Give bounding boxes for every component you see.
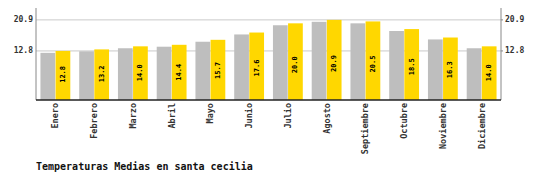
data-label: 16.3 bbox=[446, 61, 454, 78]
bar bbox=[428, 39, 443, 100]
bar bbox=[443, 38, 458, 100]
data-label: 14.0 bbox=[485, 64, 493, 81]
bar bbox=[234, 34, 249, 100]
y2-tick bbox=[501, 50, 503, 51]
x-tick-label: Diciembre bbox=[477, 103, 487, 149]
baseline bbox=[36, 99, 501, 101]
y-tick-label: 12.8 bbox=[14, 46, 33, 55]
title: Temperaturas Medias en santa cecilia bbox=[36, 161, 253, 172]
y2-tick-label: 12.8 bbox=[505, 46, 524, 55]
bar bbox=[404, 29, 419, 100]
x-tick-label: Noviembre bbox=[438, 103, 448, 149]
bar bbox=[157, 47, 172, 100]
data-label: 20.9 bbox=[330, 55, 338, 72]
data-label: 15.7 bbox=[214, 62, 222, 79]
x-tick-label: Septiembre bbox=[360, 103, 370, 154]
bar bbox=[312, 22, 327, 100]
x-tick-label: Abril bbox=[167, 103, 177, 129]
x-tick-label: Enero bbox=[50, 103, 60, 129]
y2-tick-label: 20.9 bbox=[505, 15, 524, 24]
bars bbox=[40, 20, 496, 100]
y2-axis-line bbox=[501, 8, 502, 100]
y-tick-label: 20.9 bbox=[14, 15, 33, 24]
x-tick-label: Mayo bbox=[205, 103, 215, 123]
x-tick-label: Marzo bbox=[128, 103, 138, 129]
bar bbox=[389, 31, 404, 100]
bar bbox=[94, 49, 109, 100]
data-label: 18.5 bbox=[408, 58, 416, 75]
y2-tick bbox=[501, 19, 503, 20]
bar bbox=[172, 45, 187, 100]
bar bbox=[249, 33, 264, 100]
bar bbox=[133, 46, 148, 100]
bar bbox=[350, 23, 365, 100]
bar bbox=[288, 23, 303, 100]
data-label: 17.6 bbox=[253, 60, 261, 77]
bar bbox=[195, 42, 210, 100]
x-tick-label: Octubre bbox=[399, 103, 409, 139]
x-tick-label: Febrero bbox=[89, 103, 99, 139]
bar bbox=[211, 40, 226, 100]
data-label: 20.0 bbox=[291, 56, 299, 73]
data-label: 13.2 bbox=[98, 65, 106, 82]
bar bbox=[327, 20, 342, 100]
bar bbox=[482, 46, 497, 100]
bar bbox=[40, 53, 55, 100]
y-axis-line bbox=[36, 8, 37, 100]
x-tick-label: Junio bbox=[244, 103, 254, 129]
bar bbox=[366, 21, 381, 100]
data-label: 12.8 bbox=[59, 66, 67, 83]
grid-line bbox=[36, 19, 501, 20]
chart: 12.8 13.2 14.0 14.4 15.7 17.6 20.0 20.9 20.5 18.5… bbox=[0, 0, 537, 174]
data-label: 14.4 bbox=[175, 64, 183, 81]
x-tick-label: Agosto bbox=[322, 103, 332, 134]
bar bbox=[56, 51, 71, 100]
bar bbox=[467, 48, 482, 100]
bar bbox=[79, 51, 94, 100]
data-label: 20.5 bbox=[369, 56, 377, 73]
bar bbox=[118, 48, 133, 100]
bar bbox=[273, 25, 288, 100]
data-label: 14.0 bbox=[136, 64, 144, 81]
x-tick-label: Julio bbox=[283, 103, 293, 129]
